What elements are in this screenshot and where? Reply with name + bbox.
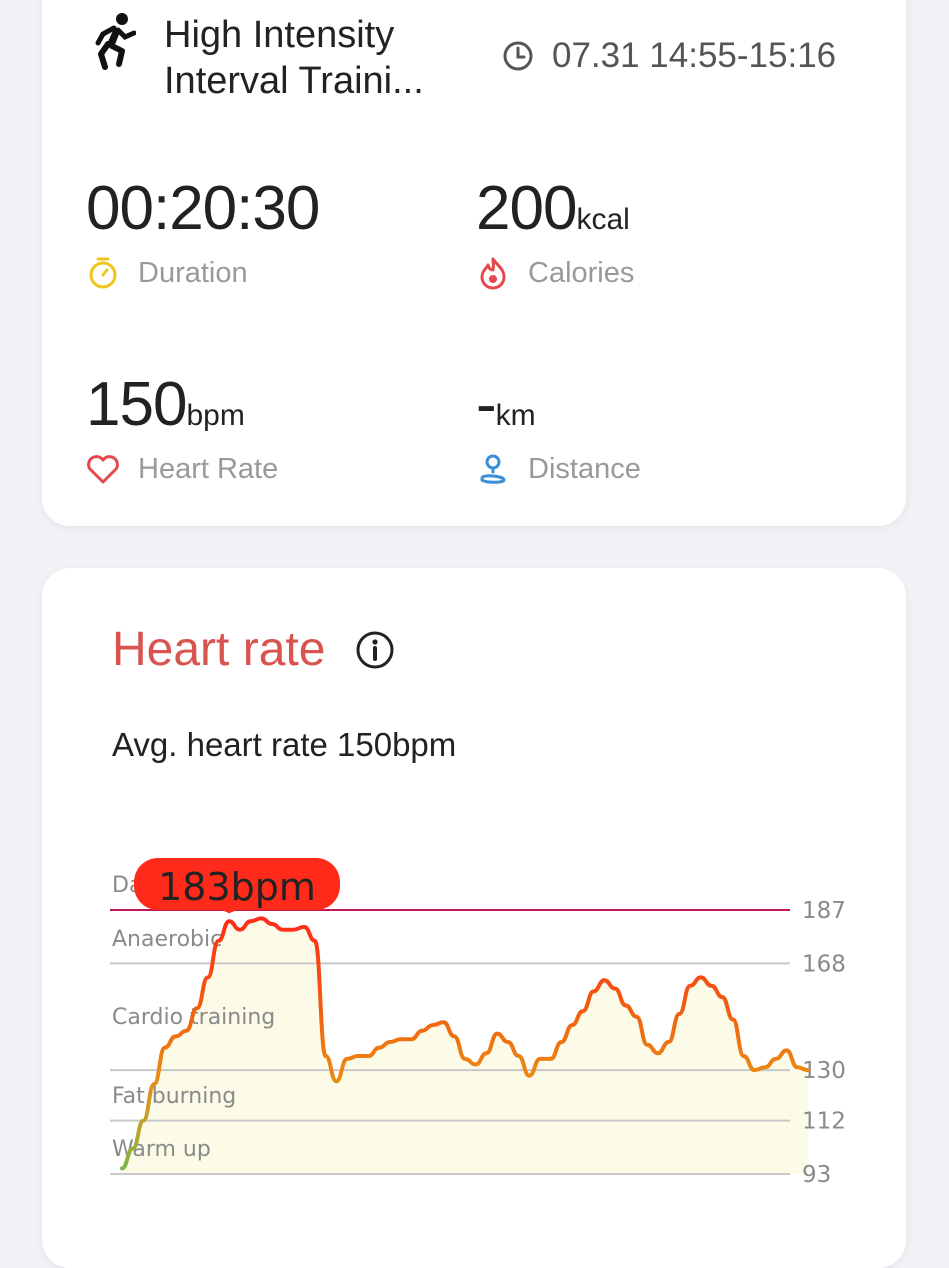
running-person-icon xyxy=(92,12,137,77)
y-tick-label: 187 xyxy=(802,898,846,924)
distance-label: Distance xyxy=(528,452,641,485)
y-tick-label: 168 xyxy=(802,951,846,977)
heart-rate-label: Heart Rate xyxy=(138,452,279,485)
y-tick-label: 112 xyxy=(802,1109,846,1135)
zone-label: Anaerobic xyxy=(112,927,222,952)
stat-duration: 00:20:30 Duration xyxy=(86,178,320,290)
workout-title: High Intensity Interval Traini... xyxy=(164,14,424,102)
stopwatch-icon xyxy=(86,256,120,290)
avg-heart-rate: Avg. heart rate 150bpm xyxy=(112,726,457,763)
calories-value: 200 xyxy=(476,174,577,243)
zone-label: Fat burning xyxy=(112,1084,236,1109)
clock-icon xyxy=(502,40,534,72)
heart-rate-unit: bpm xyxy=(186,399,245,432)
workout-summary-card: High Intensity Interval Traini... 07.31 … xyxy=(42,0,906,526)
peak-bubble: 183bpm xyxy=(134,858,340,914)
peak-bubble-body xyxy=(134,858,340,910)
heart-rate-section: Heart rate xyxy=(112,622,395,677)
flame-icon xyxy=(476,256,510,290)
stat-heart-rate: 150bpm Heart Rate xyxy=(86,374,278,486)
peak-bubble-text: 183bpm xyxy=(158,865,316,909)
peak-bubble-pointer xyxy=(219,909,240,914)
heart-rate-line xyxy=(120,916,810,1171)
heart-icon xyxy=(86,452,120,486)
location-route-icon xyxy=(476,452,510,486)
heart-rate-chart: 18716813011293DangerousAnaerobicCardio t… xyxy=(110,858,846,1188)
workout-time-range: 07.31 14:55-15:16 xyxy=(502,36,836,76)
calories-unit: kcal xyxy=(576,203,630,236)
heart-rate-area xyxy=(122,918,808,1174)
y-tick-label: 93 xyxy=(802,1162,831,1188)
stat-distance: -km Distance xyxy=(476,374,641,486)
time-range-text: 07.31 14:55-15:16 xyxy=(552,36,837,75)
heart-rate-value: 150 xyxy=(86,370,187,439)
heart-rate-title: Heart rate xyxy=(112,623,326,676)
info-icon[interactable] xyxy=(355,630,395,670)
duration-value: 00:20:30 xyxy=(86,174,320,243)
duration-label: Duration xyxy=(138,256,248,289)
stat-calories: 200kcal Calories xyxy=(476,178,634,290)
distance-unit: km xyxy=(495,399,536,432)
calories-label: Calories xyxy=(528,256,635,289)
distance-value: - xyxy=(476,370,497,439)
